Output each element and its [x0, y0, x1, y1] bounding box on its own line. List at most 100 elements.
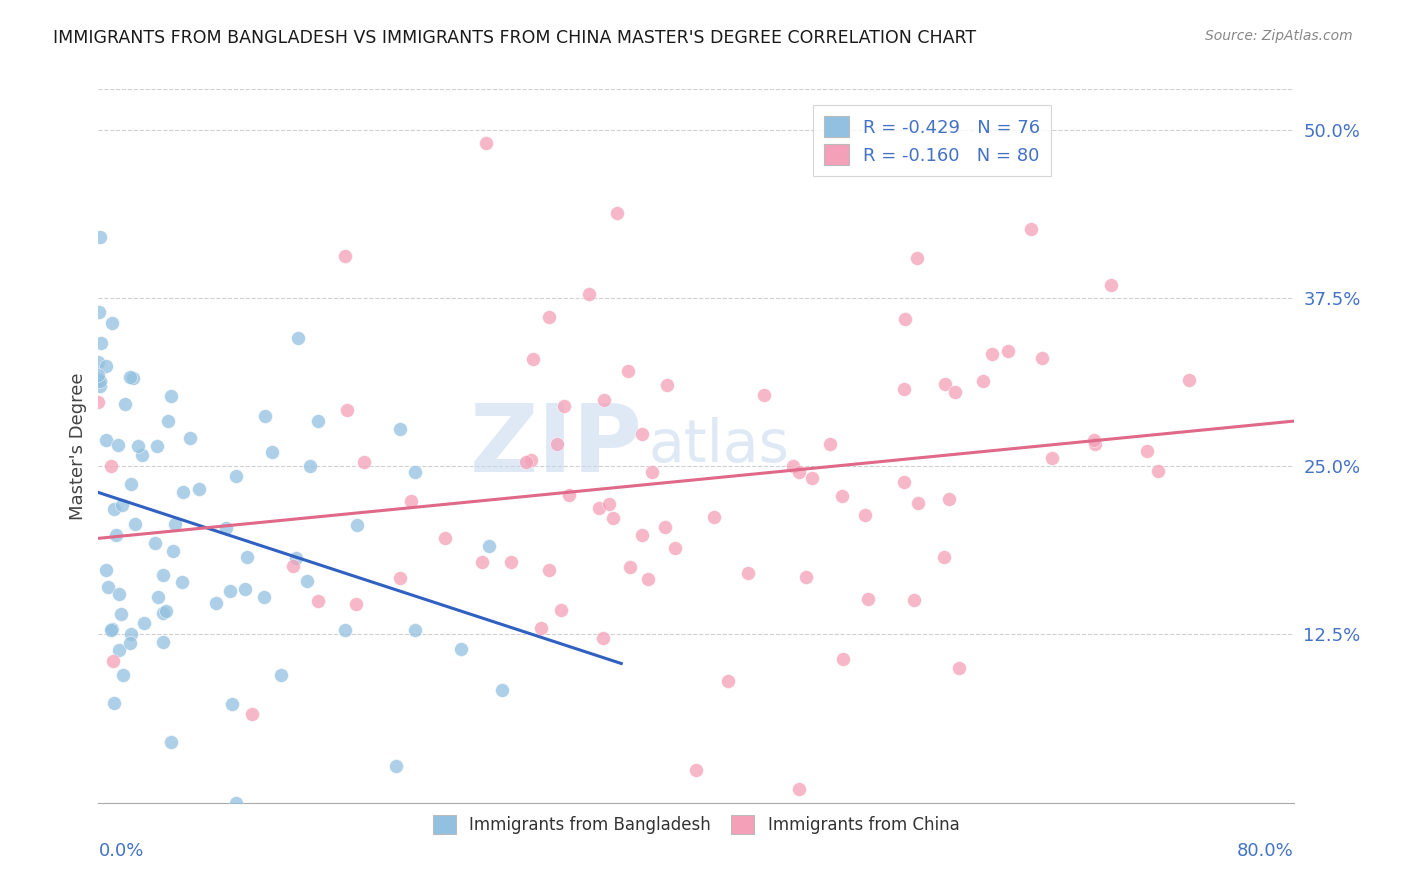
Point: [89, 305, 111, 319]
Point: [703, 509, 725, 524]
Point: [155, 604, 177, 618]
Point: [471, 555, 494, 569]
Point: [558, 488, 581, 502]
Point: [893, 475, 915, 489]
Point: [101, 622, 124, 636]
Point: [578, 287, 600, 301]
Point: [388, 572, 411, 586]
Point: [588, 500, 610, 515]
Point: [640, 465, 662, 479]
Point: [631, 427, 654, 442]
Point: [782, 458, 804, 473]
Point: [111, 499, 134, 513]
Point: [87, 395, 110, 409]
Point: [107, 438, 129, 452]
Point: [103, 502, 125, 516]
Point: [550, 603, 572, 617]
Point: [104, 528, 127, 542]
Point: [344, 598, 367, 612]
Point: [1099, 278, 1122, 293]
Point: [134, 615, 156, 630]
Point: [853, 508, 876, 523]
Point: [997, 343, 1019, 358]
Point: [103, 654, 125, 668]
Point: [637, 572, 659, 586]
Point: [307, 414, 329, 428]
Point: [114, 397, 136, 411]
Point: [219, 584, 242, 599]
Point: [831, 489, 853, 503]
Point: [593, 392, 616, 407]
Point: [538, 310, 561, 325]
Point: [1083, 433, 1105, 447]
Point: [162, 544, 184, 558]
Point: [172, 485, 194, 500]
Point: [240, 706, 263, 721]
Point: [121, 371, 143, 385]
Point: [260, 445, 283, 459]
Point: [602, 511, 624, 525]
Point: [820, 436, 842, 450]
Point: [103, 696, 125, 710]
Point: [903, 592, 925, 607]
Point: [450, 642, 472, 657]
Point: [205, 596, 228, 610]
Point: [225, 469, 247, 483]
Point: [254, 409, 277, 424]
Point: [100, 458, 122, 473]
Point: [89, 379, 111, 393]
Point: [170, 575, 193, 590]
Point: [530, 621, 553, 635]
Point: [401, 494, 423, 508]
Point: [546, 436, 568, 450]
Point: [118, 636, 141, 650]
Point: [156, 413, 179, 427]
Point: [284, 550, 307, 565]
Point: [404, 623, 426, 637]
Point: [938, 492, 960, 507]
Point: [335, 249, 357, 263]
Text: Source: ZipAtlas.com: Source: ZipAtlas.com: [1205, 29, 1353, 43]
Point: [253, 590, 276, 604]
Point: [160, 734, 183, 748]
Point: [800, 471, 823, 485]
Point: [188, 482, 211, 496]
Point: [1178, 373, 1201, 387]
Point: [553, 399, 575, 413]
Point: [519, 453, 541, 467]
Point: [143, 536, 166, 550]
Point: [307, 594, 329, 608]
Point: [97, 580, 120, 594]
Point: [592, 631, 614, 645]
Text: atlas: atlas: [648, 417, 789, 475]
Point: [893, 382, 915, 396]
Point: [233, 582, 256, 596]
Point: [491, 682, 513, 697]
Point: [598, 497, 620, 511]
Text: IMMIGRANTS FROM BANGLADESH VS IMMIGRANTS FROM CHINA MASTER'S DEGREE CORRELATION : IMMIGRANTS FROM BANGLADESH VS IMMIGRANTS…: [53, 29, 977, 46]
Point: [179, 432, 201, 446]
Point: [404, 466, 426, 480]
Point: [1136, 443, 1159, 458]
Point: [654, 520, 676, 534]
Point: [100, 623, 122, 637]
Point: [90, 336, 112, 351]
Point: [146, 439, 169, 453]
Point: [856, 591, 879, 606]
Point: [832, 652, 855, 666]
Point: [515, 455, 537, 469]
Point: [94, 359, 117, 373]
Point: [606, 205, 628, 219]
Point: [152, 635, 174, 649]
Point: [110, 607, 132, 622]
Point: [295, 574, 318, 588]
Point: [270, 668, 292, 682]
Point: [335, 623, 357, 637]
Point: [281, 559, 304, 574]
Point: [794, 570, 817, 584]
Point: [87, 355, 110, 369]
Point: [159, 389, 181, 403]
Point: [685, 763, 707, 777]
Point: [87, 371, 110, 385]
Point: [905, 251, 928, 265]
